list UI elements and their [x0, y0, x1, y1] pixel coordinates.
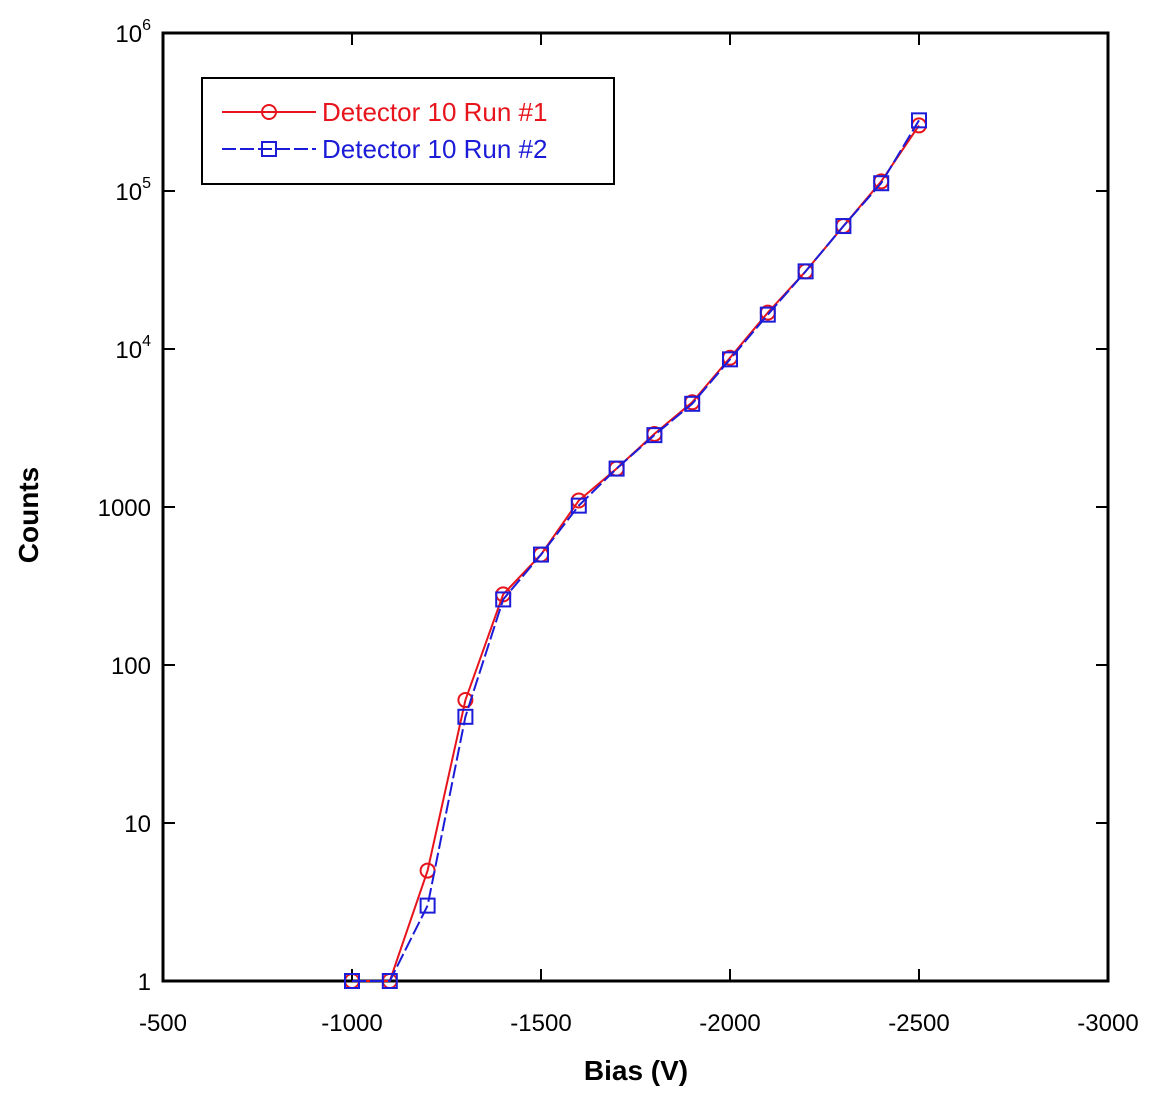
y-axis-title: Counts: [13, 467, 44, 563]
data-point-square: [646, 427, 663, 444]
data-point-circle: [457, 692, 474, 709]
y-tick-label: 104: [115, 333, 151, 364]
legend-item: Detector 10 Run #1: [222, 97, 547, 127]
data-point-square: [684, 395, 701, 412]
legend-items: Detector 10 Run #1 Detector 10 Run #2: [222, 97, 547, 164]
series-1: [344, 117, 927, 989]
x-tick-label: -3000: [1077, 1010, 1138, 1037]
data-point-square: [344, 973, 360, 989]
legend-box: [201, 77, 615, 185]
data-point-square: [797, 263, 814, 280]
data-point-square: [608, 460, 625, 477]
y-tick-label: 10: [124, 811, 151, 838]
legend-marker-swatch: [261, 104, 277, 120]
data-point-square: [911, 112, 927, 129]
x-axis-title: Bias (V): [584, 1055, 688, 1086]
x-tick-label: -1500: [510, 1010, 571, 1037]
x-tick-label: -2500: [888, 1010, 949, 1037]
x-axis-ticks: -500 -1000 -1500 -2000 -2500 -3000: [139, 33, 1139, 1037]
legend-item: Detector 10 Run #2: [222, 134, 547, 164]
x-tick-label: -1000: [321, 1010, 382, 1037]
legend: Detector 10 Run #1 Detector 10 Run #2: [201, 77, 615, 185]
data-point-square: [722, 351, 738, 368]
x-tick-label: -2000: [699, 1010, 760, 1037]
data-point-square: [381, 973, 398, 989]
y-tick-label: 106: [115, 17, 151, 48]
legend-label: Detector 10 Run #2: [322, 134, 547, 164]
x-tick-label: -500: [139, 1010, 187, 1037]
data-point-square: [457, 708, 474, 725]
data-point-square: [835, 218, 852, 235]
data-point-square: [419, 897, 436, 914]
y-tick-label: 105: [115, 175, 151, 206]
series-line-1: [352, 124, 920, 982]
legend-marker-swatch: [261, 141, 277, 157]
y-tick-label: 100: [111, 653, 151, 680]
series-2: [344, 112, 927, 989]
data-point-square: [873, 175, 890, 192]
series-layer: [344, 112, 927, 989]
legend-label: Detector 10 Run #1: [322, 97, 547, 127]
data-point-square: [533, 546, 549, 563]
y-tick-label: 1: [138, 969, 151, 996]
data-point-square: [495, 591, 512, 608]
series-line-2: [352, 119, 920, 982]
y-tick-label: 1000: [98, 495, 151, 522]
y-axis-ticks: 1 10 100 1000 104 105 106: [98, 17, 1108, 996]
data-point-square: [759, 306, 776, 323]
data-point-square: [570, 497, 587, 514]
